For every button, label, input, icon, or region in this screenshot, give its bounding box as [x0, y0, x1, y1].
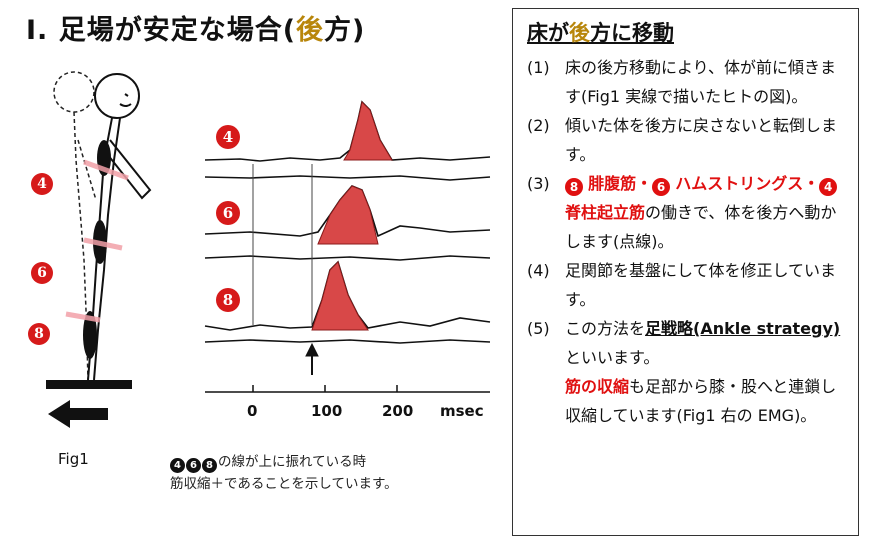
note-num-6: 6 [186, 458, 201, 473]
panel-title-prefix: 床が [527, 21, 569, 45]
pink-arrows [65, 159, 129, 323]
item-rest: も足部から膝・股へと連鎖し収縮しています(Fig1 右の EMG)。 [565, 377, 837, 425]
time-axis [205, 385, 490, 393]
calf-muscle [83, 311, 97, 359]
ankle-strategy-term: 足戦略(Ankle strategy) [645, 319, 841, 338]
contraction-term: 筋の収縮 [565, 377, 630, 396]
tick-0: 0 [247, 402, 258, 420]
list-item-5: (5) この方法を足戦略(Ankle strategy) といいます。 筋の収縮も足… [527, 314, 846, 430]
circled-number-6: 6 [652, 178, 671, 196]
item-number: (4) [527, 261, 550, 280]
circled-number-8: 8 [565, 178, 583, 196]
tick-200: 200 [382, 402, 414, 420]
stimulus-arrow-icon [305, 342, 319, 375]
backward-arrow-icon [48, 400, 108, 428]
panel-title-suffix: 方に移動 [590, 21, 674, 45]
item-number: (2) [527, 116, 550, 135]
item-rest: の働きで、体を後方へ動かします(点線)。 [565, 203, 837, 251]
panel-title-accent: 後 [569, 21, 590, 45]
fig-caption: Fig1 [58, 450, 89, 468]
list-item-3: (3) 8 腓腹筋・ 6 ハムストリングス・ 4 脊柱起立筋の働きで、体を後方へ動か… [527, 169, 846, 256]
muscle-label-6: 6 [31, 262, 53, 284]
item-text: 8 腓腹筋・ 6 ハムストリングス・ 4 脊柱起立筋の働きで、体を後方へ動かします(… [565, 169, 846, 256]
muscle-erector: 脊柱起立筋 [565, 203, 646, 222]
item-text: 床の後方移動により、体が前に傾きます(Fig1 実線で描いたヒトの図)。 [565, 58, 837, 106]
note-num-4: 4 [170, 458, 185, 473]
note-num-8: 8 [202, 458, 217, 473]
item-post: といいます。 [565, 348, 660, 367]
item-pre: この方法を [565, 319, 646, 338]
floor-platform [46, 380, 132, 389]
explanation-panel: 床が後方に移動 (1) 床の後方移動により、体が前に傾きます(Fig1 実線で描… [512, 8, 859, 536]
muscle-hamstrings: ハムストリングス・ [675, 174, 820, 193]
reference-lines [252, 164, 313, 325]
muscle-label-8: 8 [28, 323, 50, 345]
muscle-label-4: 4 [31, 173, 53, 195]
item-number: (3) [527, 174, 550, 193]
emg-note: 4 6 8 の線が上に振れている時 筋収縮＋であることを示しています。 [170, 451, 398, 495]
emg-label-8: 8 [216, 288, 240, 312]
title-accent: 後 [296, 15, 325, 46]
title-prefix: Ⅰ. 足場が安定な場合( [26, 15, 297, 46]
emg-activations [311, 101, 393, 331]
note-line1: の線が上に振れている時 [218, 454, 367, 470]
item-text: 傾いた体を後方に戻さないと転倒します。 [565, 116, 838, 164]
page-title: Ⅰ. 足場が安定な場合(後方) [26, 8, 365, 47]
fig1-illustration [46, 71, 491, 428]
tick-100: 100 [311, 402, 343, 420]
circled-number-4: 4 [819, 178, 838, 196]
item-number: (5) [527, 319, 550, 338]
emg-label-4: 4 [216, 125, 240, 149]
note-line2: 筋収縮＋であることを示しています。 [170, 476, 398, 492]
tick-unit: msec [440, 402, 484, 420]
muscle-gastrocnemius: 腓腹筋・ [588, 174, 653, 193]
emg-label-6: 6 [216, 201, 240, 225]
list-item-2: (2) 傾いた体を後方に戻さないと転倒します。 [527, 111, 846, 169]
title-suffix: 方) [324, 15, 366, 46]
list-item-1: (1) 床の後方移動により、体が前に傾きます(Fig1 実線で描いたヒトの図)。 [527, 53, 846, 111]
list-item-4: (4) 足関節を基盤にして体を修正しています。 [527, 256, 846, 314]
item-text: 足関節を基盤にして体を修正しています。 [565, 261, 837, 309]
panel-title: 床が後方に移動 [527, 17, 846, 47]
item-text: この方法を足戦略(Ankle strategy) といいます。 筋の収縮も足部から膝… [565, 314, 846, 430]
item-number: (1) [527, 58, 550, 77]
